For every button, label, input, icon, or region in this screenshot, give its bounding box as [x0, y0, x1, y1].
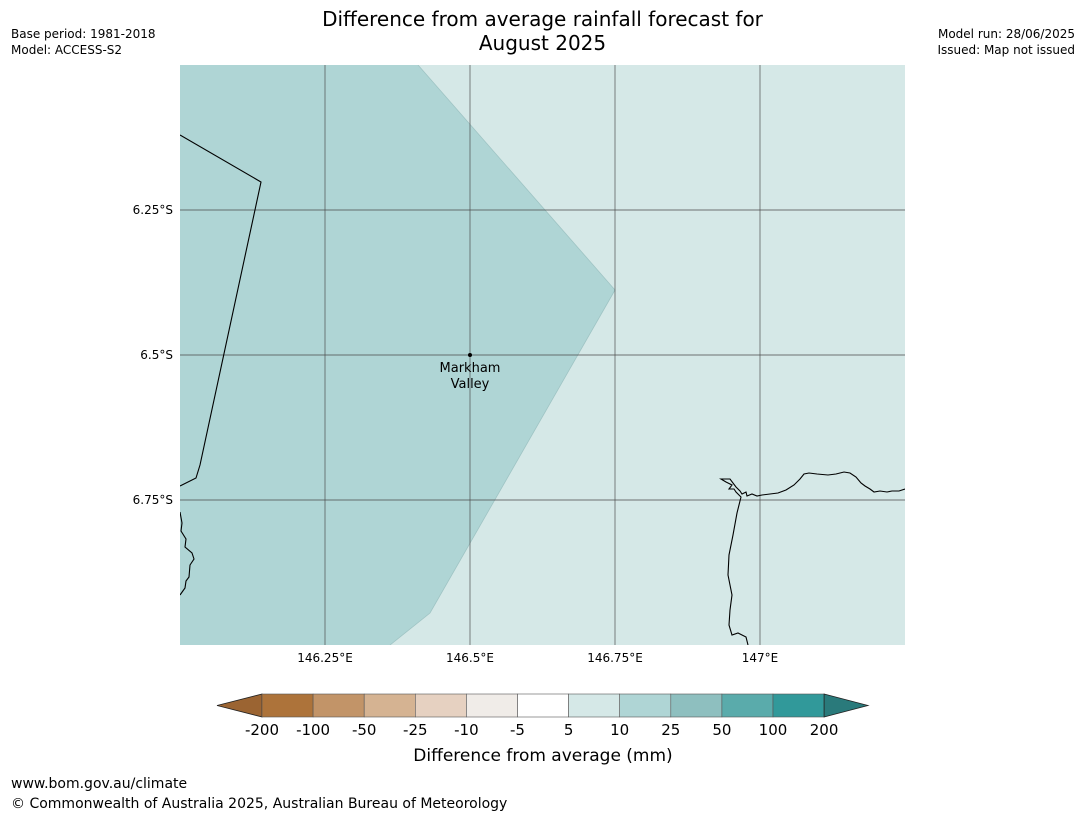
- model-info: Base period: 1981-2018 Model: ACCESS-S2: [11, 26, 156, 58]
- legend-tick-label: 10: [610, 721, 629, 739]
- legend-tick-label: -25: [403, 721, 428, 739]
- legend-extend-low: [216, 693, 263, 718]
- legend-tick-label: -5: [510, 721, 525, 739]
- legend-swatch: [415, 693, 467, 718]
- legend-tick-label: -50: [352, 721, 377, 739]
- province-border-west: [180, 134, 262, 487]
- model-text: Model: ACCESS-S2: [11, 43, 123, 57]
- coastlines: [180, 134, 905, 645]
- legend-tick-label: -200: [245, 721, 279, 739]
- legend-extend-high: [823, 693, 870, 718]
- legend-swatch: [772, 693, 825, 718]
- coastline-southwest: [180, 511, 195, 596]
- legend-tick-label: 5: [564, 721, 574, 739]
- lon-tick-147: 147°E: [741, 651, 779, 665]
- legend-tick-label: -10: [454, 721, 479, 739]
- legend-swatch: [619, 693, 672, 718]
- legend-swatch: [670, 693, 723, 718]
- legend-swatch: [517, 693, 569, 718]
- legend-swatch: [363, 693, 416, 718]
- lon-tick-146-75: 146.75°E: [587, 651, 643, 665]
- gridlines: [180, 65, 905, 645]
- title-line-2: August 2025: [478, 31, 607, 55]
- legend-tick-label: -100: [296, 721, 330, 739]
- model-run-text: Model run: 28/06/2025: [937, 27, 1075, 41]
- lon-tick-146-25: 146.25°E: [297, 651, 353, 665]
- footer-copyright: © Commonwealth of Australia 2025, Austra…: [11, 796, 508, 812]
- legend-label: Difference from average (mm): [413, 746, 672, 766]
- legend-swatch: [261, 693, 314, 718]
- legend-tick-label: 50: [712, 721, 731, 739]
- legend-tick-label: 25: [661, 721, 680, 739]
- lon-tick-146-5: 146.5°E: [446, 651, 494, 665]
- title-line-1: Difference from average rainfall forecas…: [322, 7, 763, 31]
- zone-boundary: [389, 65, 616, 645]
- coastline-huon-gulf: [719, 471, 905, 645]
- legend-colorbar: -200 -100 -50 -25 -10 -5 5 10 25 50 100 200 Differe…: [216, 693, 870, 766]
- location-marker: [468, 353, 472, 357]
- base-period-text: Base period: 1981-2018: [11, 27, 156, 41]
- lat-tick-6-75: 6.75°S: [132, 493, 173, 507]
- forecast-map: Markham Valley: [180, 65, 905, 645]
- legend-swatch: [568, 693, 621, 718]
- lat-tick-6-5: 6.5°S: [140, 348, 173, 362]
- place-label-line-2: Valley: [451, 377, 490, 392]
- legend-swatch: [721, 693, 774, 718]
- legend-tick-label: 100: [759, 721, 788, 739]
- lat-tick-6-25: 6.25°S: [132, 203, 173, 217]
- place-label-line-1: Markham: [440, 361, 501, 376]
- legend-swatch: [466, 693, 518, 718]
- legend-swatch: [312, 693, 365, 718]
- map-title: Difference from average rainfall forecas…: [0, 7, 1085, 55]
- issued-text: Issued: Map not issued: [937, 43, 1075, 57]
- run-info: Model run: 28/06/2025 Issued: Map not is…: [937, 26, 1075, 58]
- legend-tick-label: 200: [810, 721, 839, 739]
- footer-url: www.bom.gov.au/climate: [11, 776, 188, 792]
